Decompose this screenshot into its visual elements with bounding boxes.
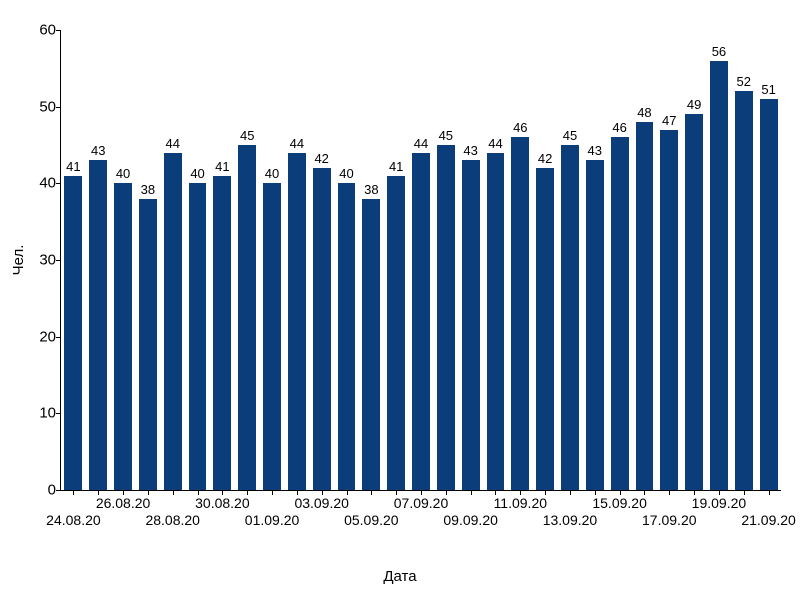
bar-value-label: 40 (265, 166, 279, 181)
bar (735, 91, 753, 490)
y-tick-label: 20 (21, 328, 56, 345)
x-axis-label: 09.09.20 (443, 512, 498, 528)
x-axis-label: 17.09.20 (642, 512, 697, 528)
bar-value-label: 40 (339, 166, 353, 181)
x-axis-label: 24.08.20 (46, 512, 101, 528)
y-tick-mark (56, 490, 61, 491)
y-tick-mark (56, 107, 61, 108)
x-axis-label: 21.09.20 (741, 512, 796, 528)
bar-value-label: 41 (389, 159, 403, 174)
bar (511, 137, 529, 490)
bar-value-label: 42 (538, 151, 552, 166)
x-tick-mark (769, 490, 770, 495)
bar (164, 153, 182, 490)
bar (685, 114, 703, 490)
x-axis-label: 11.09.20 (494, 495, 547, 511)
y-tick-mark (56, 183, 61, 184)
bar (586, 160, 604, 490)
bar-value-label: 49 (687, 97, 701, 112)
bar-value-label: 43 (463, 143, 477, 158)
bar (387, 176, 405, 490)
y-tick-mark (56, 260, 61, 261)
x-axis-label: 03.09.20 (294, 495, 349, 511)
bar (213, 176, 231, 490)
x-tick-mark (570, 490, 571, 495)
x-axis-title: Дата (383, 568, 416, 585)
bar-value-label: 45 (439, 128, 453, 143)
bar (89, 160, 107, 490)
y-tick-label: 60 (21, 22, 56, 39)
y-tick-label: 10 (21, 405, 56, 422)
bar-value-label: 44 (488, 136, 502, 151)
y-tick-mark (56, 30, 61, 31)
bar-value-label: 42 (314, 151, 328, 166)
y-tick-label: 30 (21, 252, 56, 269)
bar (64, 176, 82, 490)
bar-value-label: 45 (563, 128, 577, 143)
y-tick-mark (56, 413, 61, 414)
x-axis-label: 30.08.20 (195, 495, 250, 511)
bar (462, 160, 480, 490)
bar (710, 61, 728, 490)
bar (139, 199, 157, 490)
bar-value-label: 44 (290, 136, 304, 151)
bar-value-label: 45 (240, 128, 254, 143)
x-axis-label: 01.09.20 (245, 512, 300, 528)
bar-value-label: 46 (513, 120, 527, 135)
x-axis-label: 13.09.20 (543, 512, 598, 528)
bar (189, 183, 207, 490)
x-axis-label: 26.08.20 (96, 495, 151, 511)
x-axis-label: 07.09.20 (394, 495, 449, 511)
y-tick-label: 0 (21, 482, 56, 499)
bar-value-label: 40 (116, 166, 130, 181)
x-tick-mark (272, 490, 273, 495)
bar-value-label: 38 (364, 182, 378, 197)
bar-value-label: 40 (190, 166, 204, 181)
x-axis-label: 19.09.20 (692, 495, 747, 511)
y-tick-label: 50 (21, 98, 56, 115)
x-tick-mark (173, 490, 174, 495)
bar-value-label: 44 (414, 136, 428, 151)
bar (114, 183, 132, 490)
bar (487, 153, 505, 490)
bar (288, 153, 306, 490)
bar-value-label: 51 (761, 82, 775, 97)
bar-value-label: 41 (66, 159, 80, 174)
bar-value-label: 46 (612, 120, 626, 135)
bar (536, 168, 554, 490)
bar (412, 153, 430, 490)
chart-container: Чел. 01020304050604143403844404145404442… (0, 0, 800, 600)
bar (437, 145, 455, 490)
bar (313, 168, 331, 490)
x-tick-mark (371, 490, 372, 495)
bar (238, 145, 256, 490)
y-tick-label: 40 (21, 175, 56, 192)
bar-value-label: 43 (91, 143, 105, 158)
bar-value-label: 52 (737, 74, 751, 89)
x-axis-label: 15.09.20 (592, 495, 647, 511)
bar (611, 137, 629, 490)
x-tick-mark (471, 490, 472, 495)
bar (362, 199, 380, 490)
bar-value-label: 43 (588, 143, 602, 158)
bar (636, 122, 654, 490)
x-tick-mark (669, 490, 670, 495)
bar (338, 183, 356, 490)
x-axis-label: 05.09.20 (344, 512, 399, 528)
plot-area: 0102030405060414340384440414540444240384… (60, 30, 781, 491)
bar-value-label: 48 (637, 105, 651, 120)
bar-value-label: 41 (215, 159, 229, 174)
bar (263, 183, 281, 490)
bar-value-label: 56 (712, 44, 726, 59)
bar (561, 145, 579, 490)
bar-value-label: 47 (662, 113, 676, 128)
y-tick-mark (56, 337, 61, 338)
bar-value-label: 44 (165, 136, 179, 151)
bar (760, 99, 778, 490)
x-tick-mark (73, 490, 74, 495)
bar (660, 130, 678, 490)
x-axis-label: 28.08.20 (145, 512, 200, 528)
bar-value-label: 38 (141, 182, 155, 197)
